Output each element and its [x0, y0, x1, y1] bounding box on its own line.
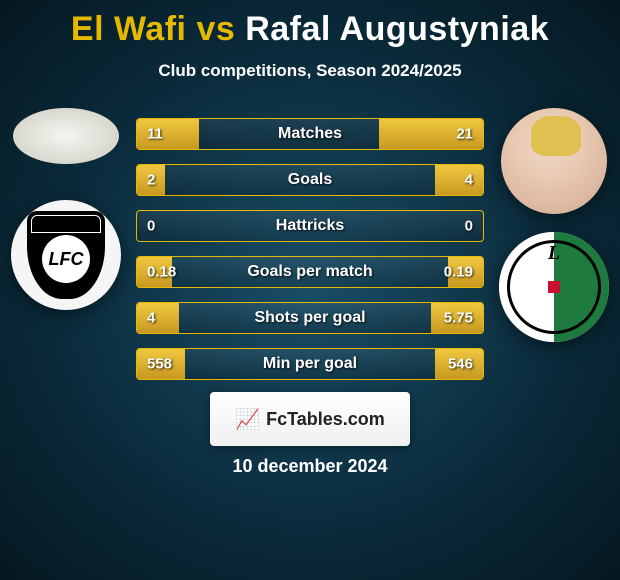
player2-club-badge: L	[499, 232, 609, 342]
club2-monogram: L	[548, 242, 560, 265]
date-label: 10 december 2024	[0, 456, 620, 477]
player1-photo	[13, 108, 119, 164]
stat-label: Matches	[278, 125, 342, 143]
stat-label: Min per goal	[263, 355, 357, 373]
player1-club-badge: LFC	[11, 200, 121, 310]
vs-text: vs	[196, 10, 235, 48]
stat-value-right: 546	[448, 356, 473, 373]
stat-value-right: 21	[456, 126, 473, 143]
left-column: LFC	[6, 108, 126, 310]
chart-icon: 📈	[235, 407, 260, 432]
stat-row: 558 Min per goal 546	[136, 348, 484, 380]
stat-row: 2 Goals 4	[136, 164, 484, 196]
stat-label: Goals per match	[247, 263, 372, 281]
stat-value-left: 0.18	[147, 264, 176, 281]
stat-value-right: 5.75	[444, 310, 473, 327]
stat-value-left: 0	[147, 218, 155, 235]
stat-label: Goals	[288, 171, 332, 189]
stat-row: 0 Hattricks 0	[136, 210, 484, 242]
stat-value-left: 11	[147, 126, 163, 143]
stat-value-left: 558	[147, 356, 172, 373]
stat-fill-left	[137, 303, 179, 333]
right-column: L	[494, 108, 614, 342]
stat-fill-right	[435, 165, 483, 195]
stat-value-right: 4	[465, 172, 473, 189]
stat-row: 4 Shots per goal 5.75	[136, 302, 484, 334]
subtitle: Club competitions, Season 2024/2025	[0, 61, 620, 81]
stat-row: 11 Matches 21	[136, 118, 484, 150]
player2-name: Rafal Augustyniak	[245, 10, 549, 48]
stat-row: 0.18 Goals per match 0.19	[136, 256, 484, 288]
branding-badge: 📈 FcTables.com	[210, 392, 410, 446]
player1-name: El Wafi	[71, 10, 187, 48]
stat-value-left: 4	[147, 310, 155, 327]
brand-text: FcTables.com	[266, 409, 385, 430]
stat-value-right: 0.19	[444, 264, 473, 281]
club1-monogram: LFC	[42, 235, 90, 283]
player2-photo	[501, 108, 607, 214]
stat-label: Hattricks	[276, 217, 344, 235]
stats-bars: 11 Matches 21 2 Goals 4 0 Hattricks 0 0.18 Goals p…	[136, 118, 484, 394]
stat-label: Shots per goal	[254, 309, 365, 327]
comparison-title: El Wafi vs Rafal Augustyniak	[0, 0, 620, 49]
stat-value-right: 0	[465, 218, 473, 235]
stat-value-left: 2	[147, 172, 155, 189]
